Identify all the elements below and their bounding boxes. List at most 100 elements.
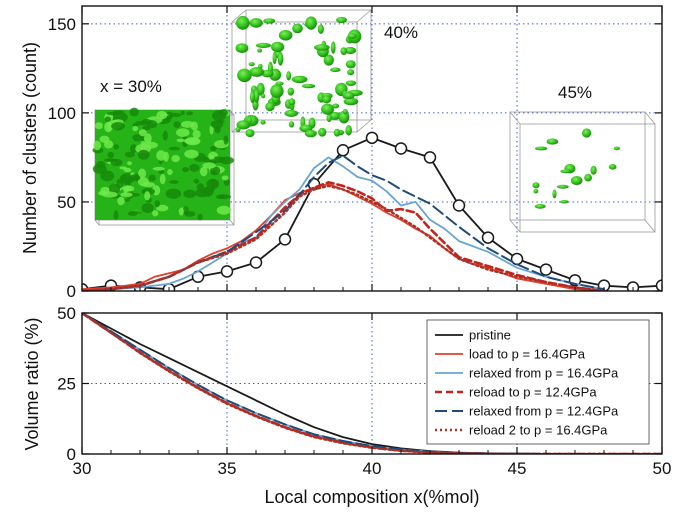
cluster-blob-40 xyxy=(247,116,252,125)
dense-cluster-blob xyxy=(129,107,139,117)
top-marker-0-15 xyxy=(510,252,524,266)
dense-cluster-blob xyxy=(216,205,232,215)
volume-ratio-panel: 30 35 40 45 50 0 25 50 Volume ratio (%) Local c… xyxy=(22,304,671,507)
dense-cluster-blob xyxy=(119,166,128,170)
top-marker-0-11 xyxy=(394,142,408,155)
dense-cluster-blob xyxy=(168,180,179,184)
dense-cluster-blob xyxy=(111,121,125,131)
top-marker-0-20 xyxy=(655,279,662,291)
dense-cluster-blob xyxy=(215,194,232,200)
dense-cluster-blob xyxy=(107,151,115,158)
cluster-inset-30 xyxy=(92,107,235,226)
cluster-blob-40 xyxy=(323,54,334,66)
cluster-blob-40 xyxy=(265,102,275,112)
bottom-series-line-0 xyxy=(82,313,662,454)
cluster-blob-40 xyxy=(345,125,352,136)
dense-cluster-blob xyxy=(127,211,138,217)
top-marker-0-13 xyxy=(452,199,466,212)
cluster-blob-40 xyxy=(261,69,274,78)
dense-cluster-blob xyxy=(165,188,182,199)
dense-cluster-blob xyxy=(223,135,229,145)
cluster-blob-40 xyxy=(257,48,263,53)
dense-cluster-blob xyxy=(120,175,127,181)
top-marker-0-16 xyxy=(539,263,553,276)
cluster-blob-40 xyxy=(237,68,252,83)
cluster-blob-40 xyxy=(344,46,357,55)
cluster-blob-40 xyxy=(278,30,293,41)
top-marker-0-10 xyxy=(365,131,379,145)
dense-cluster-blob xyxy=(192,129,201,139)
cluster-blob-40 xyxy=(263,18,276,24)
dense-cluster-blob xyxy=(94,122,103,130)
cluster-blob-45 xyxy=(613,146,620,151)
bottom-ylabel: Volume ratio (%) xyxy=(22,317,42,450)
dense-cluster-blob xyxy=(209,146,217,151)
cluster-blob-45 xyxy=(556,184,569,189)
dense-cluster-blob xyxy=(144,191,151,201)
bottom-tick-marks xyxy=(81,312,663,455)
dense-cluster-blob xyxy=(141,203,154,214)
dense-cluster-blob xyxy=(120,192,133,197)
bottom-series-line-5 xyxy=(82,313,662,454)
cluster-blob-40 xyxy=(342,92,355,100)
cluster-blob-40 xyxy=(338,110,350,124)
cluster-blob-40 xyxy=(236,120,251,130)
dense-cluster-blob xyxy=(106,112,121,116)
bottom-xtick-label-30: 30 xyxy=(73,459,92,478)
dense-cluster-blob xyxy=(100,170,115,182)
dense-cluster-blob xyxy=(138,129,147,137)
cluster-blob-40 xyxy=(249,67,265,77)
dense-cluster-blob xyxy=(113,144,119,150)
dense-cluster-blob xyxy=(156,110,168,120)
inset-label-30: x = 30% xyxy=(100,77,162,96)
cluster-blob-40 xyxy=(291,75,308,84)
dense-cluster-blob xyxy=(138,168,147,179)
cluster-blob-40 xyxy=(330,67,341,73)
cluster-blob-40 xyxy=(304,129,317,138)
dense-cluster-blob xyxy=(210,120,224,129)
cluster-blob-40 xyxy=(235,127,241,133)
top-series-line-2 xyxy=(82,156,605,291)
top-marker-0-9 xyxy=(336,144,350,157)
dense-cluster-blob xyxy=(93,140,102,151)
dense-cluster-blob xyxy=(127,161,132,166)
cluster-blob-40 xyxy=(253,88,260,103)
cluster-blob-40 xyxy=(318,127,327,137)
cluster-blob-40 xyxy=(270,41,285,53)
cluster-blob-40 xyxy=(333,128,341,137)
cluster-blob-40 xyxy=(340,47,348,56)
cluster-blob-40 xyxy=(288,98,296,106)
cluster-blob-40 xyxy=(270,84,284,99)
dense-cluster-blob xyxy=(156,150,166,161)
dense-cluster-blob xyxy=(197,213,203,221)
cluster-blob-40 xyxy=(235,43,249,54)
dense-cluster-blob xyxy=(132,125,139,132)
dense-cluster-blob xyxy=(154,200,160,208)
legend-label-3: reload to p = 12.4GPa xyxy=(469,385,597,400)
cluster-blob-40 xyxy=(288,121,295,128)
dense-cluster-blob xyxy=(117,196,125,206)
cluster-blob-45 xyxy=(582,128,592,138)
dense-cluster-blob xyxy=(124,198,131,202)
top-ylabel: Number of clusters (count) xyxy=(20,42,40,254)
cluster-blob-45 xyxy=(534,146,548,151)
cluster-blob-40 xyxy=(321,103,335,115)
dense-cluster-blob xyxy=(162,130,168,141)
dense-cluster-blob xyxy=(137,149,150,160)
cluster-blob-45 xyxy=(533,188,539,194)
cluster-blob-45 xyxy=(608,163,617,170)
dense-cluster-blob xyxy=(209,166,221,176)
cluster-blob-40 xyxy=(343,97,359,106)
dense-cluster-blob xyxy=(171,154,180,163)
dense-cluster-blob xyxy=(159,173,166,185)
legend-label-0: pristine xyxy=(469,328,511,343)
cluster-inset-45 xyxy=(509,111,656,233)
bottom-xtick-label-50: 50 xyxy=(653,459,672,478)
legend-label-5: reload 2 to p = 16.4GPa xyxy=(469,423,608,438)
dense-cluster-blob xyxy=(135,120,148,126)
cluster-blob-40 xyxy=(245,129,255,138)
dense-cluster-blob xyxy=(96,160,106,169)
dense-cluster-blob xyxy=(206,178,220,190)
cluster-inset-40 xyxy=(231,9,372,138)
